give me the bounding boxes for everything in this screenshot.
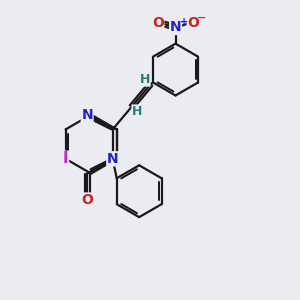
- Text: I: I: [63, 151, 68, 166]
- Text: H: H: [140, 73, 150, 86]
- Text: H: H: [132, 105, 142, 118]
- Text: O: O: [152, 16, 164, 30]
- Text: N: N: [107, 152, 118, 166]
- Text: N: N: [170, 20, 182, 34]
- Text: O: O: [187, 16, 199, 30]
- Text: −: −: [197, 13, 206, 23]
- Text: O: O: [81, 193, 93, 207]
- Text: N: N: [81, 108, 93, 122]
- Text: +: +: [180, 17, 188, 27]
